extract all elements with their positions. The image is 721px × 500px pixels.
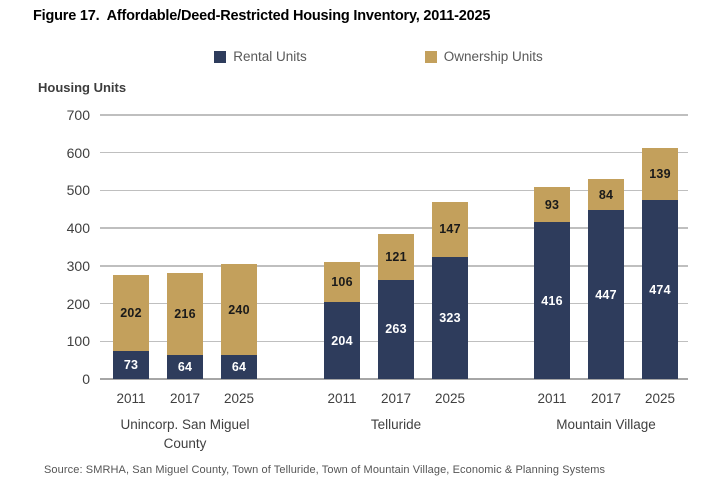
year-tick-label: 2011 <box>327 391 357 406</box>
y-tick-label: 400 <box>66 220 90 237</box>
rental-value-label: 416 <box>541 293 563 308</box>
rental-value-label: 447 <box>595 287 617 302</box>
rental-value-label: 204 <box>331 333 353 348</box>
ownership-segment: 216 <box>167 273 203 355</box>
ownership-value-label: 139 <box>649 167 671 181</box>
rental-segment: 64 <box>167 354 203 379</box>
stacked-bar-mountain-village-2011: 93 416 <box>534 187 570 379</box>
ownership-value-label: 216 <box>174 307 196 322</box>
gridline <box>100 189 688 192</box>
ownership-value-label: 121 <box>385 249 407 264</box>
ownership-segment: 240 <box>221 264 257 355</box>
ownership-segment: 147 <box>432 201 468 258</box>
gridline <box>100 114 688 116</box>
rental-segment: 263 <box>378 279 414 379</box>
ownership-value-label: 202 <box>120 306 142 321</box>
x-axis-line <box>100 378 688 380</box>
y-tick-label: 100 <box>66 333 90 350</box>
rental-value-label: 474 <box>649 282 671 297</box>
rental-segment: 323 <box>432 257 468 379</box>
rental-segment: 447 <box>588 210 624 379</box>
group-label-line: County <box>163 436 207 451</box>
rental-segment: 204 <box>324 302 360 379</box>
year-tick-label: 2017 <box>590 391 622 406</box>
source-note: Source: SMRHA, San Miguel County, Town o… <box>44 464 606 476</box>
stacked-bar-telluride-2017: 121 263 <box>378 234 414 379</box>
y-tick-label: 0 <box>82 371 90 387</box>
year-tick-label: 2017 <box>169 391 201 406</box>
rental-value-label: 323 <box>439 311 461 326</box>
year-tick-label: 2025 <box>434 391 466 406</box>
group-label-telluride: Telluride <box>306 415 486 434</box>
ownership-segment: 93 <box>534 187 570 223</box>
stacked-bar-unincorp-san-miguel-county-2017: 216 64 <box>167 273 203 379</box>
year-tick-label: 2025 <box>223 391 255 406</box>
rental-segment: 64 <box>221 354 257 379</box>
ownership-segment: 106 <box>324 262 360 303</box>
figure-title: Figure 17. Affordable/Deed-Restricted Ho… <box>33 8 491 24</box>
ownership-segment: 139 <box>642 147 678 201</box>
rental-value-label: 64 <box>231 359 247 374</box>
year-tick-label: 2025 <box>644 391 676 406</box>
group-label-line: Unincorp. San Miguel <box>120 417 250 432</box>
ownership-value-label: 84 <box>598 187 614 202</box>
stacked-bar-telluride-2025: 147 323 <box>432 201 468 379</box>
ownership-segment: 202 <box>113 275 149 352</box>
rental-value-label: 64 <box>177 359 193 374</box>
ownership-units-swatch-icon <box>424 50 437 63</box>
ownership-segment: 121 <box>378 234 414 280</box>
rental-units-swatch-icon <box>214 50 227 63</box>
y-axis-title: Housing Units <box>38 80 127 95</box>
year-tick-label: 2017 <box>380 391 412 406</box>
group-label-mountain-village: Mountain Village <box>516 415 696 434</box>
legend-item-ownership: Ownership Units <box>424 49 543 64</box>
group-label-line: Telluride <box>370 417 422 432</box>
y-tick-label: 700 <box>66 107 90 123</box>
legend: Rental Units Ownership Units <box>18 49 721 64</box>
stacked-bar-unincorp-san-miguel-county-2011: 202 73 <box>113 275 149 379</box>
legend-label-ownership: Ownership Units <box>443 49 543 64</box>
ownership-segment: 84 <box>588 178 624 211</box>
legend-label-rental: Rental Units <box>233 49 307 64</box>
rental-value-label: 73 <box>123 358 139 373</box>
year-tick-label: 2011 <box>116 391 146 406</box>
group-label-unincorp-san-miguel-county: Unincorp. San Miguel County <box>95 415 275 453</box>
group-label-line: Mountain Village <box>556 417 656 432</box>
stacked-bar-telluride-2011: 106 204 <box>324 262 360 379</box>
ownership-value-label: 106 <box>331 275 353 290</box>
gridline <box>100 151 688 154</box>
ownership-value-label: 240 <box>228 302 250 317</box>
ownership-value-label: 147 <box>439 222 461 237</box>
ownership-value-label: 93 <box>544 197 560 212</box>
legend-item-rental: Rental Units <box>214 49 307 64</box>
stacked-bar-mountain-village-2017: 84 447 <box>588 178 624 379</box>
y-tick-label: 300 <box>66 257 90 274</box>
rental-segment: 416 <box>534 222 570 379</box>
rental-value-label: 263 <box>385 322 407 337</box>
y-tick-label: 500 <box>66 182 90 199</box>
rental-segment: 73 <box>113 351 149 379</box>
y-tick-label: 600 <box>66 144 90 161</box>
stacked-bar-mountain-village-2025: 139 474 <box>642 147 678 379</box>
y-tick-label: 200 <box>66 295 90 312</box>
stacked-bar-unincorp-san-miguel-county-2025: 240 64 <box>221 264 257 379</box>
gridline <box>100 227 688 229</box>
rental-segment: 474 <box>642 200 678 379</box>
year-tick-label: 2011 <box>537 391 567 406</box>
